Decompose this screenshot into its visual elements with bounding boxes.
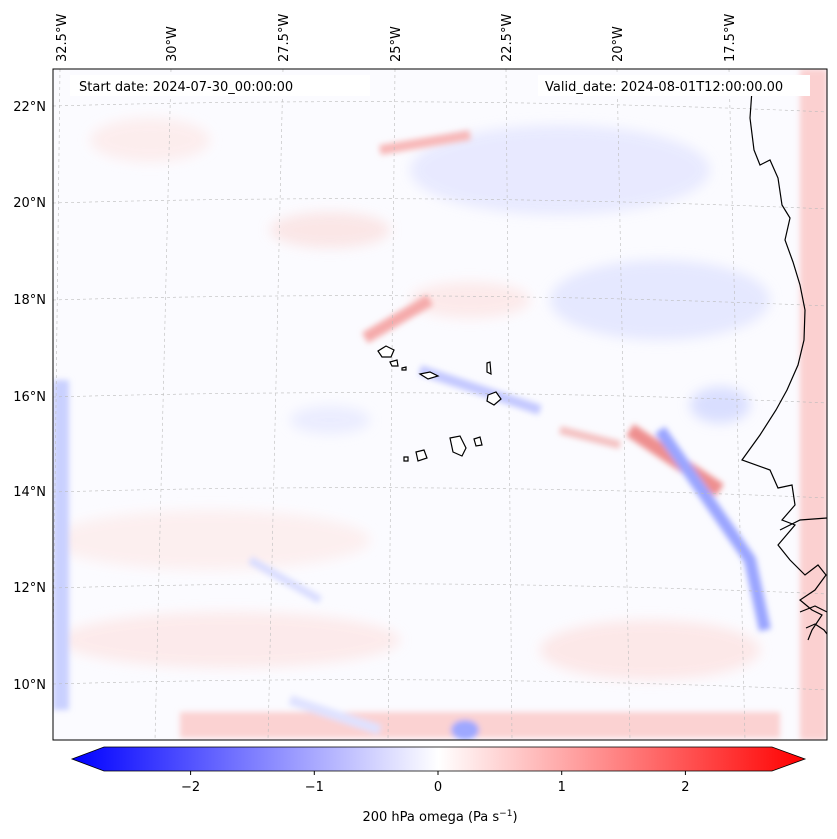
lat-label: 14°N	[13, 485, 46, 500]
colorbar-tick-label: −1	[305, 780, 324, 795]
lon-label: 20°W	[611, 26, 626, 62]
lon-label: 27.5°W	[277, 14, 292, 62]
colorbar-tick-label: 2	[681, 780, 689, 795]
lon-label: 22.5°W	[500, 14, 515, 62]
lat-label: 10°N	[13, 678, 46, 693]
longitude-labels: 32.5°W 30°W 27.5°W 25°W 22.5°W 20°W 17.5…	[55, 14, 738, 62]
cabo-verde-islands	[377, 345, 502, 462]
map-frame	[52, 68, 828, 741]
lat-label: 18°N	[13, 293, 46, 308]
valid-date-label: Valid_date: 2024-08-01T12:00:00.00	[545, 80, 783, 95]
colorbar-body	[70, 746, 807, 772]
colorbar: −2 −1 0 1 2 200 hPa omega (Pa s−1)	[70, 746, 807, 825]
colorbar-ticks: −2 −1 0 1 2	[181, 771, 690, 795]
lon-label: 25°W	[389, 26, 404, 62]
lat-label: 20°N	[13, 196, 46, 211]
colorbar-tick-label: −2	[181, 780, 200, 795]
omega-field	[53, 69, 827, 740]
lat-label: 16°N	[13, 390, 46, 405]
valid-date-box	[538, 75, 810, 96]
lon-label: 32.5°W	[55, 14, 70, 62]
lon-label: 30°W	[165, 26, 180, 62]
lat-label: 22°N	[13, 100, 46, 115]
colorbar-label: 200 hPa omega (Pa s−1)	[362, 809, 517, 825]
latitude-labels: 22°N 20°N 18°N 16°N 14°N 12°N 10°N	[13, 100, 46, 693]
colorbar-tick-label: 0	[434, 780, 442, 795]
colorbar-tick-label: 1	[558, 780, 566, 795]
lat-label: 12°N	[13, 581, 46, 596]
start-date-box	[70, 75, 370, 96]
start-date-label: Start date: 2024-07-30_00:00:00	[79, 80, 293, 95]
lon-label: 17.5°W	[723, 14, 738, 62]
coastline	[741, 89, 827, 641]
